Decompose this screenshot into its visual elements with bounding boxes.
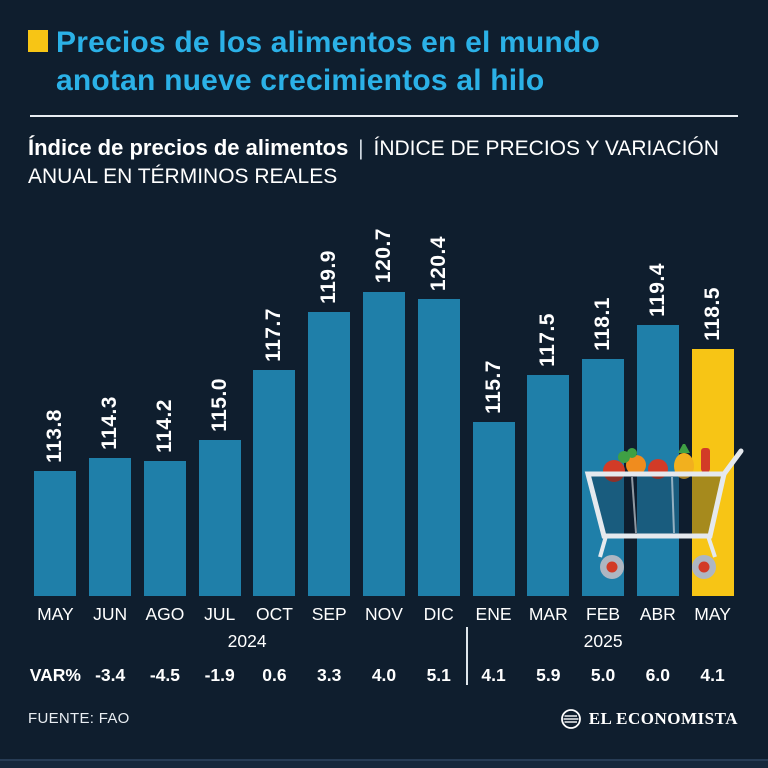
bar-value-label: 120.7 <box>371 228 395 284</box>
bar-column: 120.4 <box>411 236 466 596</box>
chart-area: 113.8 114.3 114.2 115.0 117.7 119.9 120.7 120.4… <box>28 204 744 596</box>
year-group-divider <box>466 626 469 685</box>
month-label: OCT <box>255 603 293 624</box>
shopping-cart-icon <box>584 443 744 579</box>
bar-value-label: 114.3 <box>98 395 122 450</box>
var-value: -1.9 <box>204 664 235 685</box>
bar-column: 117.5 <box>521 313 576 596</box>
month-label: DIC <box>423 603 454 624</box>
var-axis: VAR% -3.4 -4.5 -1.9 0.6 3.3 4.0 5.1 4.1 5.9 5.0 6.0… <box>28 665 740 686</box>
bar-value-label: 119.4 <box>645 263 669 318</box>
bar <box>417 299 460 596</box>
year-label-2025: 2025 <box>583 630 623 651</box>
var-value: 5.1 <box>426 664 451 685</box>
bar-value-label: 118.1 <box>591 297 615 352</box>
month-axis: MAY JUN AGO JUL OCT SEP NOV DIC ENE MAR FEB ABR MAY <box>28 604 740 625</box>
month-label: JUN <box>93 603 128 624</box>
bar <box>527 374 570 596</box>
var-value: 5.9 <box>536 664 561 685</box>
year-axis: 2024 2025 <box>28 626 740 685</box>
var-value: -4.5 <box>149 664 180 685</box>
month-label: MAR <box>528 603 568 624</box>
divider-rule <box>30 115 738 117</box>
var-value: 0.6 <box>262 664 287 685</box>
month-label: FEB <box>586 603 621 624</box>
bar-value-label: 117.5 <box>536 312 560 367</box>
subtitle-separator: | <box>358 137 364 160</box>
bar-value-label: 114.2 <box>152 398 176 453</box>
var-value: 3.3 <box>317 664 342 685</box>
brand: EL ECONOMISTA <box>560 708 738 730</box>
bottom-strip <box>0 759 768 768</box>
month-label: NOV <box>365 603 403 624</box>
bar-column: 115.7 <box>466 360 521 596</box>
month-label: SEP <box>311 603 347 624</box>
bar-column: 120.7 <box>357 228 412 596</box>
var-value: 5.0 <box>590 664 616 685</box>
bar-value-label: 119.9 <box>317 250 341 305</box>
var-value: 4.0 <box>371 664 397 685</box>
month-label: AGO <box>145 603 185 624</box>
accent-square <box>28 30 48 52</box>
title-line-2: anotan nueve crecimientos al hilo <box>56 63 545 97</box>
header: Precios de los alimentos en el mundo ano… <box>28 24 740 99</box>
bar <box>34 470 77 596</box>
var-row-label: VAR% <box>29 664 81 685</box>
source-label: FUENTE: FAO <box>28 710 130 728</box>
footer: FUENTE: FAO EL ECONOMISTA <box>28 708 740 730</box>
el-economista-logo-icon <box>560 708 581 729</box>
bar-column: 114.2 <box>138 399 193 596</box>
subtitle-rest: ÍNDICE DE PRECIOS Y VARIACIÓN ANUAL EN T… <box>28 137 719 189</box>
bar <box>253 369 296 596</box>
bar-value-label: 115.7 <box>481 359 505 414</box>
bar-value-label: 120.4 <box>426 236 450 292</box>
bar-column: 119.9 <box>302 250 357 596</box>
bar-value-label: 118.5 <box>700 286 724 341</box>
bar <box>143 460 186 596</box>
chart-subtitle: Índice de precios de alimentos | ÍNDICE … <box>28 133 728 192</box>
bar <box>472 421 515 596</box>
month-label: ABR <box>639 603 676 624</box>
bar-value-label: 113.8 <box>43 408 67 463</box>
var-value: 4.1 <box>481 664 506 685</box>
var-value: 4.1 <box>700 664 725 685</box>
month-label: MAY <box>37 603 74 624</box>
var-value: -3.4 <box>95 664 126 685</box>
bar-value-label: 115.0 <box>207 377 231 432</box>
bar-value-label: 117.7 <box>262 307 286 362</box>
bar <box>198 439 241 596</box>
month-label: MAY <box>694 603 731 624</box>
bar <box>89 457 132 596</box>
title-line-1: Precios de los alimentos en el mundo <box>56 26 601 59</box>
bar <box>308 312 351 596</box>
bar <box>362 291 405 596</box>
bar-column: 115.0 <box>192 378 247 596</box>
month-label: JUL <box>204 603 236 624</box>
month-label: ENE <box>475 603 512 624</box>
page-title: Precios de los alimentos en el mundo ano… <box>56 24 600 99</box>
bar-column: 113.8 <box>28 409 83 596</box>
year-label-2024: 2024 <box>227 630 267 651</box>
bar-column: 114.3 <box>83 396 138 596</box>
brand-name: EL ECONOMISTA <box>588 708 738 728</box>
var-value: 6.0 <box>645 664 670 685</box>
bar-column: 117.7 <box>247 308 302 596</box>
subtitle-bold: Índice de precios de alimentos <box>28 135 349 160</box>
